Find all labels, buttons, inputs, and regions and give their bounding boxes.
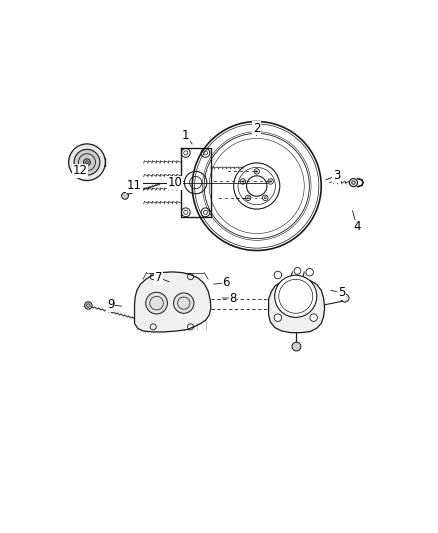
Text: 8: 8: [229, 292, 237, 304]
Text: 7: 7: [155, 271, 162, 284]
Text: 3: 3: [333, 169, 340, 182]
Polygon shape: [134, 272, 211, 332]
Text: 12: 12: [73, 164, 88, 177]
Text: 4: 4: [353, 220, 360, 233]
Text: e: e: [264, 195, 267, 200]
Circle shape: [275, 275, 317, 317]
Text: 5: 5: [338, 286, 345, 300]
Text: 11: 11: [127, 180, 142, 192]
Circle shape: [292, 342, 301, 351]
Polygon shape: [268, 279, 325, 333]
Circle shape: [84, 159, 90, 166]
Circle shape: [69, 144, 105, 181]
Text: e: e: [241, 179, 244, 184]
Circle shape: [274, 314, 282, 321]
Circle shape: [146, 292, 167, 314]
Circle shape: [173, 293, 194, 313]
Circle shape: [85, 302, 92, 309]
Text: 2: 2: [253, 122, 261, 135]
Circle shape: [350, 179, 357, 187]
Circle shape: [122, 192, 128, 199]
Circle shape: [274, 271, 282, 279]
Text: e: e: [255, 169, 258, 174]
Text: 9: 9: [107, 298, 114, 311]
Text: e: e: [247, 195, 250, 200]
Circle shape: [341, 294, 349, 302]
Text: 10: 10: [168, 176, 183, 189]
Circle shape: [74, 149, 100, 175]
Text: 6: 6: [223, 276, 230, 289]
Text: 1: 1: [182, 128, 189, 142]
Circle shape: [306, 269, 314, 276]
Text: e: e: [269, 179, 272, 184]
Circle shape: [310, 314, 318, 321]
